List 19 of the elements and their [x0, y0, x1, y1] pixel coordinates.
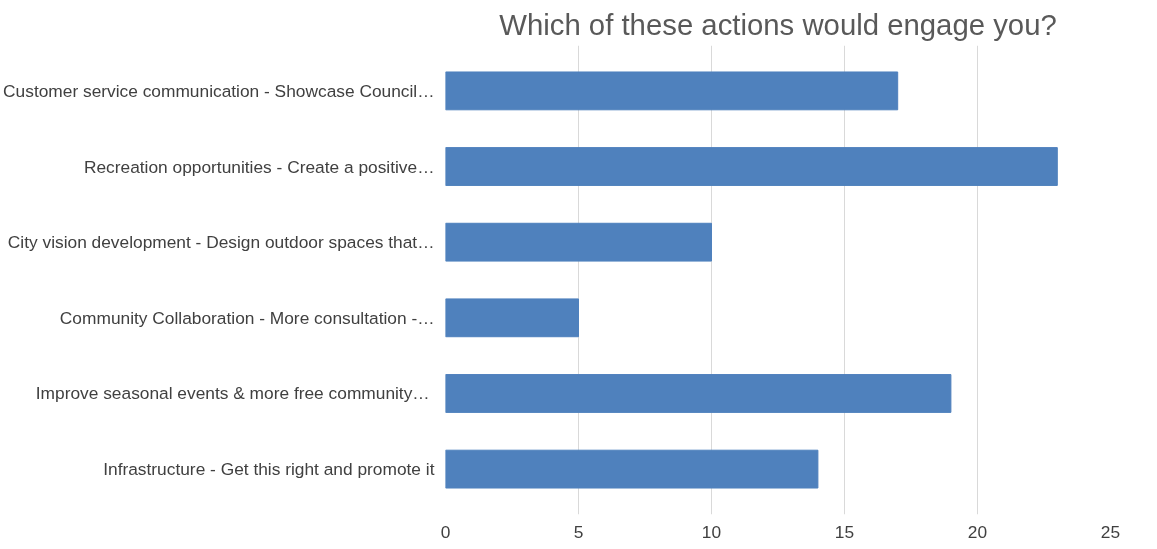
bar	[445, 374, 952, 413]
bar	[445, 222, 712, 262]
y-tick-label: Infrastructure - Get this right and promote it	[103, 459, 435, 480]
x-tick-label: 25	[1100, 521, 1121, 542]
chart-title: Which of these actions would engage you?	[499, 7, 1057, 41]
bar	[445, 298, 579, 338]
x-tick-label: 5	[573, 521, 584, 542]
y-tick-label: City vision development - Design outdoor spaces that…	[7, 232, 435, 253]
y-tick-label: Recreation opportunities - Create a positive…	[83, 156, 435, 177]
bar	[445, 147, 1058, 186]
x-tick-label: 20	[967, 521, 988, 542]
bar	[445, 71, 899, 111]
x-tick-label: 15	[834, 521, 855, 542]
y-tick-label: Improve seasonal events & more free community…	[35, 383, 430, 404]
y-tick-label: Community Collaboration - More consultation -…	[59, 307, 435, 328]
bar	[445, 449, 819, 489]
y-tick-label: Customer service communication - Showcase Council…	[3, 80, 435, 101]
x-tick-label: 0	[440, 521, 451, 542]
x-tick-label: 10	[701, 521, 722, 542]
